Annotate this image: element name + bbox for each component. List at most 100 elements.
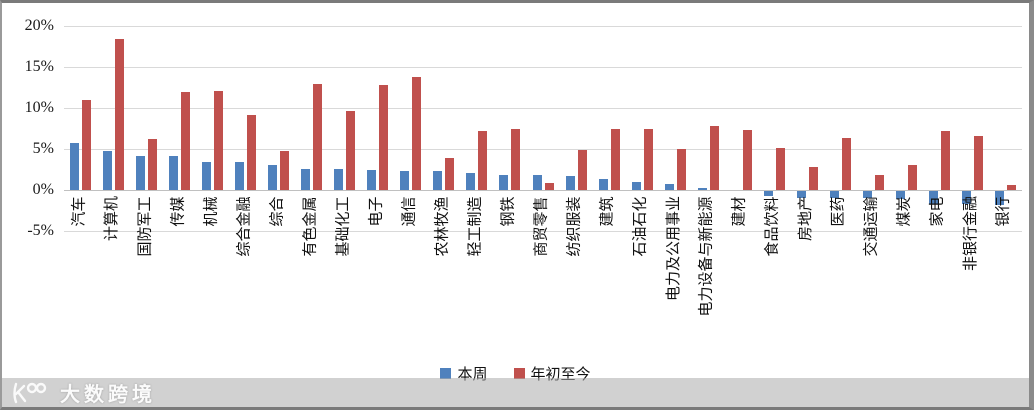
bar-this-week (433, 171, 443, 190)
bar-ytd (907, 164, 917, 190)
bar-ytd (247, 115, 257, 190)
x-axis-category-label: 轻工制造 (467, 195, 484, 257)
bar-this-week (565, 176, 575, 190)
bar-ytd (940, 130, 950, 190)
bar-ytd (742, 130, 752, 190)
bar-this-week (301, 168, 311, 190)
bar-this-week (928, 191, 938, 205)
x-axis-category-label: 建筑 (599, 195, 616, 227)
gridline (64, 190, 1022, 191)
bar-ytd (379, 85, 389, 190)
bar-this-week (235, 162, 245, 190)
bar-ytd (874, 175, 884, 190)
bar-this-week (70, 143, 80, 190)
x-axis-category-label: 机械 (203, 195, 220, 227)
bar-ytd (973, 135, 983, 190)
gridline (64, 67, 1022, 68)
x-axis-category-label: 计算机 (104, 195, 121, 242)
x-axis-category-label: 电子 (368, 195, 385, 227)
x-axis-category-label: 纺织服装 (566, 195, 583, 257)
x-axis-category-label: 电力设备与新能源 (698, 195, 715, 317)
bar-this-week (532, 175, 542, 190)
gridline (64, 108, 1022, 109)
x-axis-category-label: 农林牧渔 (434, 195, 451, 257)
watermark-bar: 大数跨境 (2, 378, 1029, 407)
brand-logo-icon (13, 382, 47, 403)
bar-ytd (346, 111, 356, 190)
bar-ytd (841, 138, 851, 190)
bar-this-week (103, 150, 113, 190)
x-axis-category-label: 有色金属 (302, 195, 319, 257)
y-axis-tick-label: 20% (24, 17, 54, 34)
x-axis-category-label: 家电 (929, 195, 946, 227)
bar-this-week (169, 156, 179, 190)
bar-ytd (148, 139, 158, 190)
bar-this-week (697, 188, 707, 190)
y-axis-tick-label: 0% (32, 181, 54, 198)
y-axis-tick-label: 5% (32, 140, 54, 157)
bar-ytd (82, 99, 92, 190)
bar-ytd (313, 84, 323, 190)
x-axis-category-label: 通信 (401, 195, 418, 227)
bar-ytd (643, 129, 653, 190)
gridline (64, 26, 1022, 27)
bar-this-week (961, 191, 971, 205)
bar-this-week (466, 172, 476, 190)
bar-ytd (610, 128, 620, 190)
x-axis-category-label: 汽车 (71, 195, 88, 227)
x-axis-category-label: 电力及公用事业 (665, 195, 682, 302)
bar-ytd (115, 39, 125, 190)
legend-swatch-icon (440, 368, 452, 379)
x-axis-category-label: 食品饮料 (764, 195, 781, 257)
x-axis-category-label: 钢铁 (500, 195, 517, 227)
x-axis-category-label: 银行 (995, 195, 1012, 227)
bar-ytd (577, 149, 587, 190)
bar-this-week (202, 162, 212, 190)
x-axis-category-label: 医药 (830, 195, 847, 227)
bar-this-week (598, 178, 608, 190)
gridline (64, 231, 1022, 232)
bar-this-week (400, 171, 410, 190)
bar-ytd (709, 126, 719, 190)
bar-ytd (511, 128, 521, 190)
bar-ytd (1006, 185, 1016, 190)
x-axis-category-label: 国防军工 (137, 195, 154, 257)
x-axis-category-label: 石油石化 (632, 195, 649, 257)
x-axis-category-label: 交通运输 (863, 195, 880, 257)
bar-ytd (214, 90, 224, 190)
x-axis-category-label: 综合金融 (236, 195, 253, 257)
bar-this-week (334, 168, 344, 190)
x-axis-category-label: 基础化工 (335, 195, 352, 257)
bar-this-week (631, 181, 641, 190)
bar-ytd (280, 150, 290, 190)
bar-this-week (994, 191, 1004, 205)
bar-chart: 20% 15% 10% 5% 0% -5% 汽车 计算机 国防军工 传媒 机械 综合金融 综合 有色金属基… (2, 3, 1029, 407)
bar-this-week (499, 175, 509, 190)
brand: 大数跨境 (10, 378, 156, 407)
brand-name: 大数跨境 (60, 384, 156, 406)
bar-ytd (775, 148, 785, 190)
bar-this-week (664, 184, 674, 190)
x-axis-category-label: 非银行金融 (962, 195, 979, 272)
bar-this-week (895, 191, 905, 200)
bar-this-week (763, 191, 773, 196)
bar-this-week (136, 156, 146, 190)
bar-this-week (367, 169, 377, 190)
y-axis-tick-label: 15% (24, 58, 54, 75)
y-axis-tick-label: -5% (27, 222, 54, 239)
bar-ytd (445, 158, 455, 190)
x-axis-category-label: 传媒 (170, 195, 187, 227)
y-axis-tick-label: 10% (24, 99, 54, 116)
bar-ytd (808, 167, 818, 190)
legend-swatch-icon (513, 368, 525, 379)
x-axis-category-label: 综合 (269, 195, 286, 227)
bar-this-week (862, 191, 872, 199)
gridline (64, 149, 1022, 150)
bar-ytd (478, 130, 488, 190)
bar-ytd (412, 76, 422, 190)
bar-this-week (796, 191, 806, 198)
bar-ytd (676, 149, 686, 190)
bar-this-week (268, 164, 278, 190)
x-axis-category-label: 煤炭 (896, 195, 913, 227)
